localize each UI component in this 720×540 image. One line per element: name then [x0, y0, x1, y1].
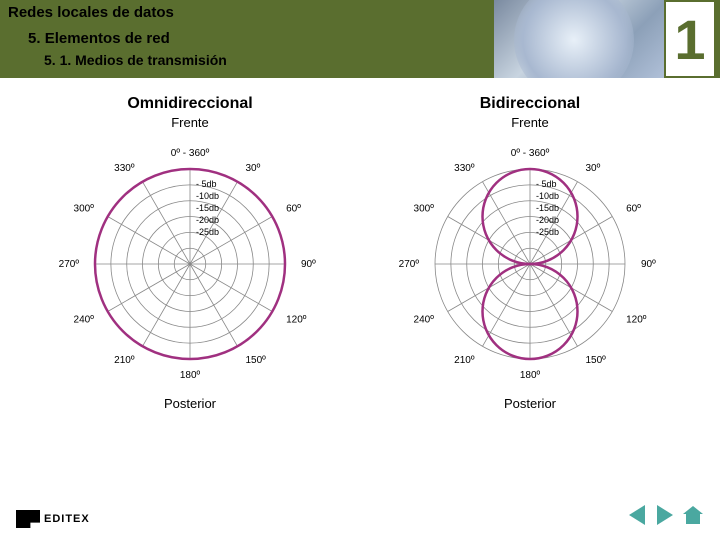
svg-text:0º - 360º: 0º - 360º — [511, 148, 550, 159]
chart-top-label-right: Frente — [375, 115, 685, 130]
svg-text:-20db: -20db — [536, 215, 559, 225]
omnidirectional-chart: Omnidireccional Frente 0º - 360º 30º 60º 90… — [35, 95, 345, 475]
publisher-logo: EDITEX — [16, 510, 90, 528]
svg-text:330º: 330º — [114, 163, 135, 174]
header-decorative-image — [494, 0, 664, 78]
svg-text:- 5db: - 5db — [196, 179, 217, 189]
svg-text:-25db: -25db — [536, 227, 559, 237]
svg-text:30º: 30º — [246, 163, 261, 174]
navigation-controls — [626, 504, 704, 526]
svg-text:90º: 90º — [641, 259, 656, 270]
subsection-heading: 5. 1. Medios de transmisión — [44, 52, 227, 68]
svg-text:210º: 210º — [114, 355, 135, 366]
svg-text:300º: 300º — [74, 204, 95, 215]
svg-text:180º: 180º — [520, 370, 541, 381]
svg-text:330º: 330º — [454, 163, 475, 174]
svg-text:180º: 180º — [180, 370, 201, 381]
svg-text:210º: 210º — [454, 355, 475, 366]
home-icon — [683, 506, 703, 524]
course-title: Redes locales de datos — [8, 4, 174, 21]
svg-text:150º: 150º — [586, 355, 607, 366]
svg-text:-25db: -25db — [196, 227, 219, 237]
chart-top-label-left: Frente — [35, 115, 345, 130]
svg-text:240º: 240º — [74, 315, 95, 326]
svg-text:-15db: -15db — [196, 203, 219, 213]
next-button[interactable] — [654, 504, 676, 526]
prev-button[interactable] — [626, 504, 648, 526]
svg-text:-20db: -20db — [196, 215, 219, 225]
svg-text:90º: 90º — [301, 259, 316, 270]
svg-text:0º - 360º: 0º - 360º — [171, 148, 210, 159]
svg-text:300º: 300º — [414, 204, 435, 215]
svg-text:150º: 150º — [246, 355, 267, 366]
slide-footer: EDITEX — [0, 492, 720, 532]
triangle-left-icon — [629, 505, 645, 525]
chart-title-left: Omnidireccional — [35, 95, 345, 113]
triangle-right-icon — [657, 505, 673, 525]
svg-text:60º: 60º — [626, 204, 641, 215]
svg-text:270º: 270º — [399, 259, 420, 270]
polar-plot-bidir: 0º - 360º 30º 60º 90º 120º 150º 180º 210º 240º 27… — [380, 134, 680, 394]
polar-plot-omni: 0º - 360º 30º 60º 90º 120º 150º 180º 210º 240º 27… — [40, 134, 340, 394]
svg-text:120º: 120º — [626, 315, 647, 326]
svg-text:-10db: -10db — [196, 191, 219, 201]
chart-title-right: Bidireccional — [375, 95, 685, 113]
bidirectional-chart: Bidireccional Frente 0º - 360º 30º 60º 90º 1… — [375, 95, 685, 475]
page-number: 1 — [666, 2, 714, 76]
chart-bottom-label-left: Posterior — [35, 396, 345, 411]
svg-text:270º: 270º — [59, 259, 80, 270]
svg-text:240º: 240º — [414, 315, 435, 326]
section-heading: 5. Elementos de red — [28, 30, 170, 47]
svg-text:120º: 120º — [286, 315, 307, 326]
svg-text:-10db: -10db — [536, 191, 559, 201]
home-button[interactable] — [682, 504, 704, 526]
svg-text:60º: 60º — [286, 204, 301, 215]
logo-icon — [16, 510, 40, 528]
chart-bottom-label-right: Posterior — [375, 396, 685, 411]
content-area: Omnidireccional Frente 0º - 360º 30º 60º 90… — [0, 95, 720, 475]
svg-text:-15db: -15db — [536, 203, 559, 213]
slide-header: Redes locales de datos 5. Elementos de r… — [0, 0, 720, 78]
svg-text:- 5db: - 5db — [536, 179, 557, 189]
svg-text:30º: 30º — [586, 163, 601, 174]
